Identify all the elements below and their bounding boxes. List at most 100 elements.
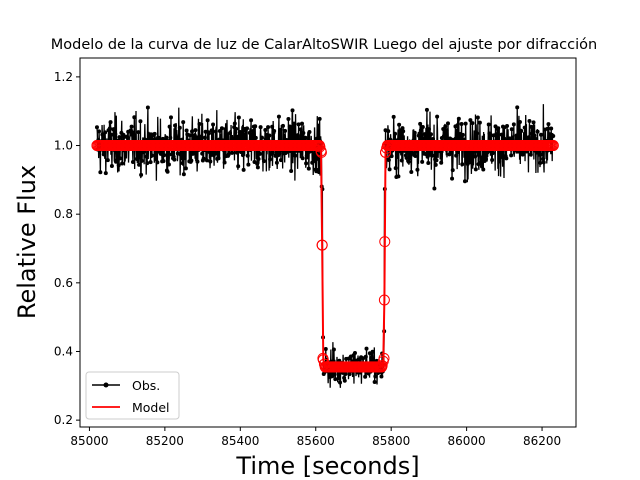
obs-point bbox=[370, 349, 375, 354]
obs-point bbox=[192, 151, 197, 156]
obs-point bbox=[149, 153, 154, 158]
obs-point bbox=[447, 152, 452, 157]
obs-point bbox=[395, 154, 400, 159]
obs-point bbox=[253, 124, 258, 129]
model-point bbox=[381, 140, 393, 152]
obs-point bbox=[296, 122, 301, 127]
obs-point bbox=[173, 132, 178, 137]
obs-point bbox=[511, 122, 516, 127]
model-point bbox=[91, 140, 103, 152]
obs-point bbox=[293, 153, 298, 158]
x-tick-label: 85600 bbox=[297, 434, 335, 448]
obs-point bbox=[462, 179, 467, 184]
obs-point bbox=[467, 150, 472, 155]
obs-point bbox=[424, 107, 429, 112]
obs-point bbox=[517, 134, 522, 139]
obs-point bbox=[139, 158, 144, 163]
obs-point bbox=[257, 151, 262, 156]
obs-point bbox=[234, 126, 239, 131]
obs-point bbox=[306, 166, 311, 171]
obs-point bbox=[486, 122, 491, 127]
obs-point bbox=[435, 114, 440, 119]
legend-obs-marker bbox=[103, 382, 109, 388]
obs-point bbox=[450, 168, 455, 173]
obs-point bbox=[417, 131, 422, 136]
obs-point bbox=[528, 152, 533, 157]
obs-point bbox=[138, 119, 143, 124]
obs-point bbox=[515, 105, 520, 110]
obs-point bbox=[145, 105, 150, 110]
obs-point bbox=[200, 151, 205, 156]
obs-point bbox=[498, 152, 503, 157]
obs-point bbox=[290, 108, 295, 113]
obs-point bbox=[101, 152, 106, 157]
obs-point bbox=[409, 169, 414, 174]
obs-point bbox=[541, 160, 546, 165]
obs-point bbox=[507, 136, 512, 141]
obs-point bbox=[439, 160, 444, 165]
obs-point bbox=[222, 160, 227, 165]
obs-point bbox=[342, 378, 347, 383]
obs-point bbox=[177, 125, 182, 130]
obs-point bbox=[418, 128, 423, 133]
obs-point bbox=[473, 167, 478, 172]
obs-point bbox=[261, 159, 266, 164]
obs-point bbox=[532, 133, 537, 138]
obs-point bbox=[107, 126, 112, 131]
obs-point bbox=[397, 122, 402, 127]
obs-point bbox=[139, 172, 144, 177]
obs-point bbox=[468, 118, 473, 123]
obs-point bbox=[485, 150, 490, 155]
obs-point bbox=[197, 121, 202, 126]
obs-point bbox=[391, 114, 396, 119]
y-tick-label: 0.8 bbox=[54, 207, 73, 221]
obs-point bbox=[168, 135, 173, 140]
model-point bbox=[380, 146, 392, 158]
obs-point bbox=[117, 135, 122, 140]
model-point bbox=[378, 352, 390, 364]
obs-point bbox=[396, 174, 401, 179]
obs-point bbox=[193, 128, 198, 133]
obs-point bbox=[363, 374, 368, 379]
obs-point bbox=[541, 156, 546, 161]
obs-point bbox=[278, 127, 283, 132]
obs-point bbox=[509, 127, 514, 132]
x-axis-label: Time [seconds] bbox=[235, 452, 419, 480]
obs-point bbox=[530, 125, 535, 130]
obs-point bbox=[443, 124, 448, 129]
obs-point bbox=[332, 372, 337, 377]
obs-point bbox=[246, 162, 251, 167]
obs-point bbox=[109, 132, 114, 137]
obs-point bbox=[187, 133, 192, 138]
obs-point bbox=[479, 160, 484, 165]
obs-point bbox=[100, 132, 105, 137]
obs-point bbox=[145, 161, 150, 166]
obs-point bbox=[369, 355, 374, 360]
legend-obs-label: Obs. bbox=[132, 378, 160, 393]
obs-point bbox=[387, 167, 392, 172]
obs-point bbox=[516, 125, 521, 129]
obs-point bbox=[316, 170, 321, 175]
obs-point bbox=[465, 161, 470, 166]
obs-point bbox=[497, 159, 502, 164]
obs-point bbox=[205, 118, 210, 123]
obs-point bbox=[268, 157, 273, 162]
obs-point bbox=[181, 172, 186, 177]
obs-point bbox=[312, 156, 317, 161]
obs-point bbox=[258, 125, 263, 130]
axes: 85000 85200 85400 85600 85800 86000 86200 0.2 0.… bbox=[54, 70, 561, 448]
obs-point bbox=[454, 153, 459, 158]
obs-point bbox=[291, 150, 296, 155]
obs-point bbox=[202, 135, 207, 140]
obs-point bbox=[125, 135, 130, 140]
obs-point bbox=[426, 127, 431, 132]
x-tick-label: 85800 bbox=[372, 434, 410, 448]
model-series-line bbox=[96, 144, 553, 368]
x-tick-label: 85400 bbox=[221, 434, 259, 448]
obs-point bbox=[314, 136, 319, 141]
obs-point bbox=[131, 133, 136, 138]
obs-point bbox=[549, 126, 554, 131]
obs-point bbox=[430, 153, 435, 158]
obs-point bbox=[238, 129, 243, 134]
obs-point bbox=[281, 123, 285, 128]
